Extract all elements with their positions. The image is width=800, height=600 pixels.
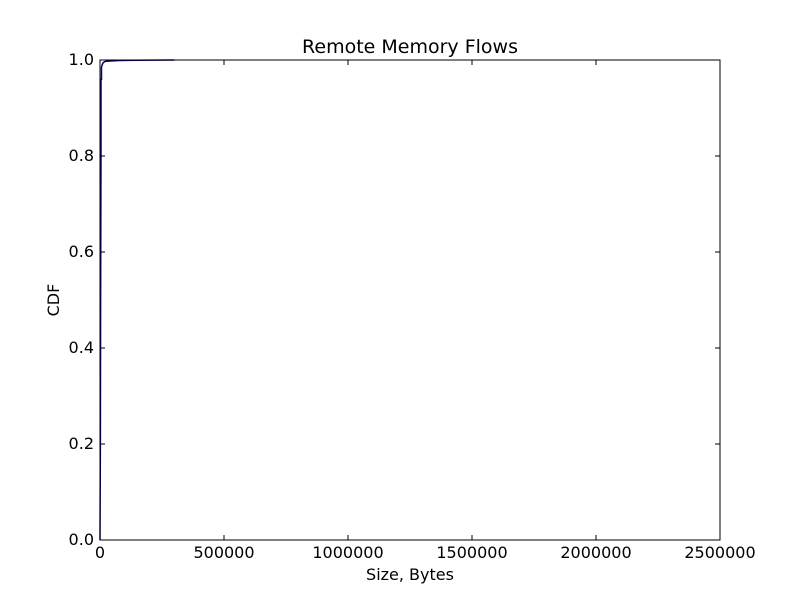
ticks-layer: 0 500000 1000000 1500000 2000000 2500000 0.0 0.… xyxy=(69,50,756,562)
y-axis-label: CDF xyxy=(44,284,63,317)
y-tick-label: 0.4 xyxy=(69,338,94,357)
chart-title: Remote Memory Flows xyxy=(302,36,518,58)
y-tick-label: 0.2 xyxy=(69,434,94,453)
x-tick-label: 500000 xyxy=(193,543,254,562)
x-tick-label: 2000000 xyxy=(560,543,631,562)
y-tick-label: 0.6 xyxy=(69,242,94,261)
y-tick-label: 1.0 xyxy=(69,50,94,69)
y-tick-label: 0.0 xyxy=(69,530,94,549)
y-tick-label: 0.8 xyxy=(69,146,94,165)
x-tick-label: 0 xyxy=(95,543,105,562)
x-tick-label: 2500000 xyxy=(684,543,755,562)
plot-frame xyxy=(99,59,721,541)
cdf-series-line xyxy=(99,59,175,541)
series-layer xyxy=(99,59,175,541)
x-tick-label: 1500000 xyxy=(436,543,507,562)
x-axis-label: Size, Bytes xyxy=(366,565,454,584)
x-tick-label: 1000000 xyxy=(312,543,383,562)
